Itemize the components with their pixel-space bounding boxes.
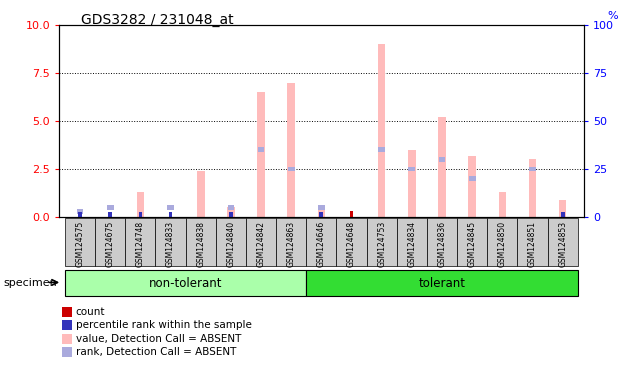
Bar bbox=[499, 192, 506, 217]
Bar bbox=[350, 211, 353, 217]
Bar bbox=[109, 212, 112, 217]
Text: count: count bbox=[76, 307, 106, 317]
FancyBboxPatch shape bbox=[306, 270, 578, 296]
Bar bbox=[258, 147, 265, 152]
FancyBboxPatch shape bbox=[548, 218, 578, 266]
Text: GSM124753: GSM124753 bbox=[377, 221, 386, 267]
FancyBboxPatch shape bbox=[397, 218, 427, 266]
Bar bbox=[469, 176, 476, 181]
Text: GSM124646: GSM124646 bbox=[317, 221, 326, 267]
Bar bbox=[559, 200, 566, 217]
Text: GSM124648: GSM124648 bbox=[347, 221, 356, 267]
Text: GSM124853: GSM124853 bbox=[558, 221, 567, 267]
Bar bbox=[197, 171, 204, 217]
FancyBboxPatch shape bbox=[155, 218, 186, 266]
Bar bbox=[288, 83, 295, 217]
Bar bbox=[468, 156, 476, 217]
Bar bbox=[77, 209, 83, 214]
FancyBboxPatch shape bbox=[65, 218, 95, 266]
Text: GSM124575: GSM124575 bbox=[76, 221, 84, 267]
Bar bbox=[378, 147, 385, 152]
Bar bbox=[438, 117, 446, 217]
Bar bbox=[167, 205, 174, 210]
Bar bbox=[227, 207, 235, 217]
Text: GSM124851: GSM124851 bbox=[528, 221, 537, 267]
Text: rank, Detection Call = ABSENT: rank, Detection Call = ABSENT bbox=[76, 347, 236, 357]
Bar bbox=[529, 167, 536, 171]
Bar bbox=[107, 205, 114, 210]
Text: GDS3282 / 231048_at: GDS3282 / 231048_at bbox=[81, 13, 233, 27]
Text: GSM124833: GSM124833 bbox=[166, 221, 175, 267]
Bar bbox=[528, 159, 537, 217]
FancyBboxPatch shape bbox=[125, 218, 155, 266]
FancyBboxPatch shape bbox=[276, 218, 306, 266]
Bar bbox=[229, 212, 233, 217]
FancyBboxPatch shape bbox=[337, 218, 366, 266]
Text: tolerant: tolerant bbox=[419, 277, 466, 290]
Text: %: % bbox=[607, 11, 618, 21]
FancyBboxPatch shape bbox=[487, 218, 517, 266]
FancyBboxPatch shape bbox=[246, 218, 276, 266]
FancyBboxPatch shape bbox=[457, 218, 487, 266]
Bar bbox=[378, 44, 386, 217]
Text: GSM124842: GSM124842 bbox=[256, 221, 266, 267]
Bar bbox=[137, 192, 144, 217]
Bar bbox=[138, 212, 142, 217]
Text: GSM124840: GSM124840 bbox=[227, 221, 235, 267]
Text: GSM124863: GSM124863 bbox=[287, 221, 296, 267]
FancyBboxPatch shape bbox=[517, 218, 548, 266]
Text: percentile rank within the sample: percentile rank within the sample bbox=[76, 320, 252, 330]
Bar bbox=[561, 212, 564, 217]
FancyBboxPatch shape bbox=[65, 270, 306, 296]
Bar bbox=[318, 205, 325, 210]
Text: specimen: specimen bbox=[3, 278, 57, 288]
Bar bbox=[169, 212, 173, 217]
FancyBboxPatch shape bbox=[306, 218, 337, 266]
Bar bbox=[78, 212, 82, 217]
Bar bbox=[319, 212, 324, 217]
FancyBboxPatch shape bbox=[366, 218, 397, 266]
Text: value, Detection Call = ABSENT: value, Detection Call = ABSENT bbox=[76, 334, 241, 344]
FancyBboxPatch shape bbox=[186, 218, 216, 266]
Bar bbox=[438, 157, 445, 162]
FancyBboxPatch shape bbox=[216, 218, 246, 266]
Text: GSM124675: GSM124675 bbox=[106, 221, 115, 267]
Bar bbox=[408, 150, 415, 217]
Text: GSM124834: GSM124834 bbox=[407, 221, 416, 267]
Bar bbox=[317, 209, 325, 217]
Text: GSM124838: GSM124838 bbox=[196, 221, 205, 267]
FancyBboxPatch shape bbox=[427, 218, 457, 266]
Bar bbox=[227, 205, 234, 210]
Text: GSM124748: GSM124748 bbox=[136, 221, 145, 267]
FancyBboxPatch shape bbox=[95, 218, 125, 266]
Bar bbox=[288, 167, 294, 171]
Bar bbox=[257, 92, 265, 217]
Bar bbox=[409, 167, 415, 171]
Text: non-tolerant: non-tolerant bbox=[149, 277, 222, 290]
Text: GSM124845: GSM124845 bbox=[468, 221, 477, 267]
Text: GSM124850: GSM124850 bbox=[498, 221, 507, 267]
Text: GSM124836: GSM124836 bbox=[438, 221, 446, 267]
